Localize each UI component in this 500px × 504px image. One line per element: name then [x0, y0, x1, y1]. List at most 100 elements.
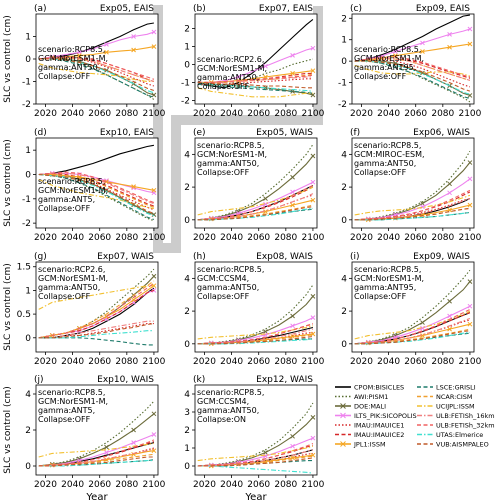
y-tick-label: -2 [22, 100, 31, 110]
x-tick-label: 2100 [301, 480, 324, 490]
y-tick-label: 4 [184, 274, 190, 284]
series-line [197, 73, 313, 84]
series-marker [263, 209, 268, 214]
x-tick-label: 2080 [115, 233, 138, 243]
panel-title: Exp07, EAIS [259, 4, 313, 14]
panel-annotation: scenario:RCP8.5, [354, 141, 421, 150]
series-line [38, 172, 154, 194]
series-line [38, 323, 154, 339]
legend-label: ULB:FETISh_16km [436, 412, 495, 420]
series-line [197, 322, 314, 345]
x-tick-label: 2040 [61, 233, 84, 243]
series-marker [131, 47, 136, 53]
x-tick-label: 2060 [404, 109, 427, 119]
x-tick-label: 2040 [220, 233, 243, 243]
x-tick-label: 2020 [34, 480, 57, 490]
series-marker [310, 179, 316, 185]
series-marker [290, 313, 295, 319]
panel-annotation: Collapse:OFF [38, 204, 91, 213]
panel-annotation: scenario:RCP8.5, [38, 177, 105, 186]
x-tick-label: 2100 [458, 233, 481, 243]
panel-annotation: scenario:RCP8.5, [197, 265, 264, 274]
series-line [197, 331, 313, 345]
y-axis-label: SLC vs control (cm) [3, 15, 13, 103]
y-tick-label: 1 [184, 444, 190, 454]
series-line [38, 62, 154, 83]
panel-annotation: GCM:NorESM1-M, [354, 54, 424, 63]
y-tick-label: 2 [341, 14, 347, 24]
series-marker [263, 74, 268, 80]
panel-g: 0 0.5 1 1.5 2020 2040 2060 2080 2100 (g) Exp07, WA… [3, 252, 166, 367]
x-tick-label: 2040 [220, 480, 243, 490]
panel-title: Exp09, EAIS [416, 4, 470, 14]
series-line [197, 284, 314, 345]
series-line [197, 76, 313, 83]
series-marker [151, 288, 157, 293]
y-tick-label: 2 [341, 183, 347, 193]
legend-label: IMAU:IMAUICE2 [354, 431, 404, 439]
y-tick-label: 0 [25, 170, 31, 180]
series-line [197, 81, 314, 96]
legend-entry: DOE:MALI [335, 403, 386, 411]
panel-annotation: gamma:ANT95, [354, 63, 416, 72]
x-tick-label: 2100 [142, 233, 165, 243]
panel-annotation: GCM:NorESM1-M, [38, 397, 108, 406]
series-line [197, 81, 313, 92]
series-marker [104, 187, 109, 193]
x-tick-label: 2080 [274, 480, 297, 490]
panel-annotation: GCM:NorESM1-M, [197, 64, 267, 73]
legend-label: IMAU:IMAUICE1 [354, 422, 404, 430]
series-line [354, 60, 471, 103]
panel-annotation: gamma:ANT50, [38, 283, 100, 292]
y-tick-label: 4 [184, 390, 190, 400]
series-marker [310, 45, 316, 51]
series-line [38, 173, 155, 214]
x-tick-label: 2020 [350, 357, 373, 367]
y-tick-label: 3 [184, 408, 190, 418]
y-tick-label: 1 [25, 33, 31, 43]
legend-label: AWI:PISM1 [354, 393, 388, 401]
y-tick-label: 0 [184, 340, 190, 350]
x-tick-label: 2020 [350, 109, 373, 119]
y-tick-label: 0 [341, 216, 347, 226]
series-line [354, 207, 470, 221]
panel-title: Exp05, EAIS [100, 4, 154, 14]
series-marker [467, 160, 473, 165]
panel-f: 0 2 4 2020 2040 2060 2080 2100 (f) Exp06, WAIS sce… [341, 128, 481, 243]
series-marker [151, 283, 157, 289]
panel-annotation: scenario:RCP2.6, [38, 265, 105, 274]
x-tick-label: 2040 [377, 233, 400, 243]
panel-annotation: gamma:ANT50, [197, 73, 259, 82]
series-line [197, 207, 313, 221]
series-marker [151, 92, 157, 98]
x-tick-label: 2080 [115, 357, 138, 367]
y-axis-label: SLC vs control (cm) [3, 263, 13, 351]
series-marker [310, 153, 316, 159]
panel-annotation: Collapse:OFF [354, 168, 407, 177]
series-line [197, 445, 314, 462]
panel-label: (k) [193, 375, 205, 385]
series-line [354, 59, 471, 88]
panel-title: Exp12, WAIS [256, 375, 313, 385]
x-tick-label: 2100 [301, 357, 324, 367]
y-tick-label: 4 [341, 150, 347, 160]
series-marker [467, 279, 473, 284]
series-line [38, 58, 155, 92]
x-tick-label: 2020 [193, 109, 216, 119]
y-tick-label: -2 [181, 96, 190, 106]
y-tick-label: -1 [22, 78, 31, 88]
series-line [38, 173, 155, 208]
series-marker [420, 40, 425, 46]
series-line [197, 338, 313, 345]
y-tick-label: -1 [338, 79, 347, 89]
y-tick-label: 0 [25, 55, 31, 65]
series-line [197, 144, 314, 221]
panel-d: -2 -1 0 1 2020 2040 2060 2080 2100 (d) Exp10, EAIS… [3, 128, 166, 243]
y-axis-label: SLC vs control (cm) [3, 386, 13, 474]
series-marker [467, 176, 473, 182]
x-tick-label: 2100 [301, 109, 324, 119]
series-marker [420, 320, 425, 325]
legend-entry: CPOM:BISICLES [335, 384, 404, 392]
panel-annotation: Collapse:OFF [38, 415, 91, 424]
panel-title: Exp06, WAIS [413, 128, 470, 138]
